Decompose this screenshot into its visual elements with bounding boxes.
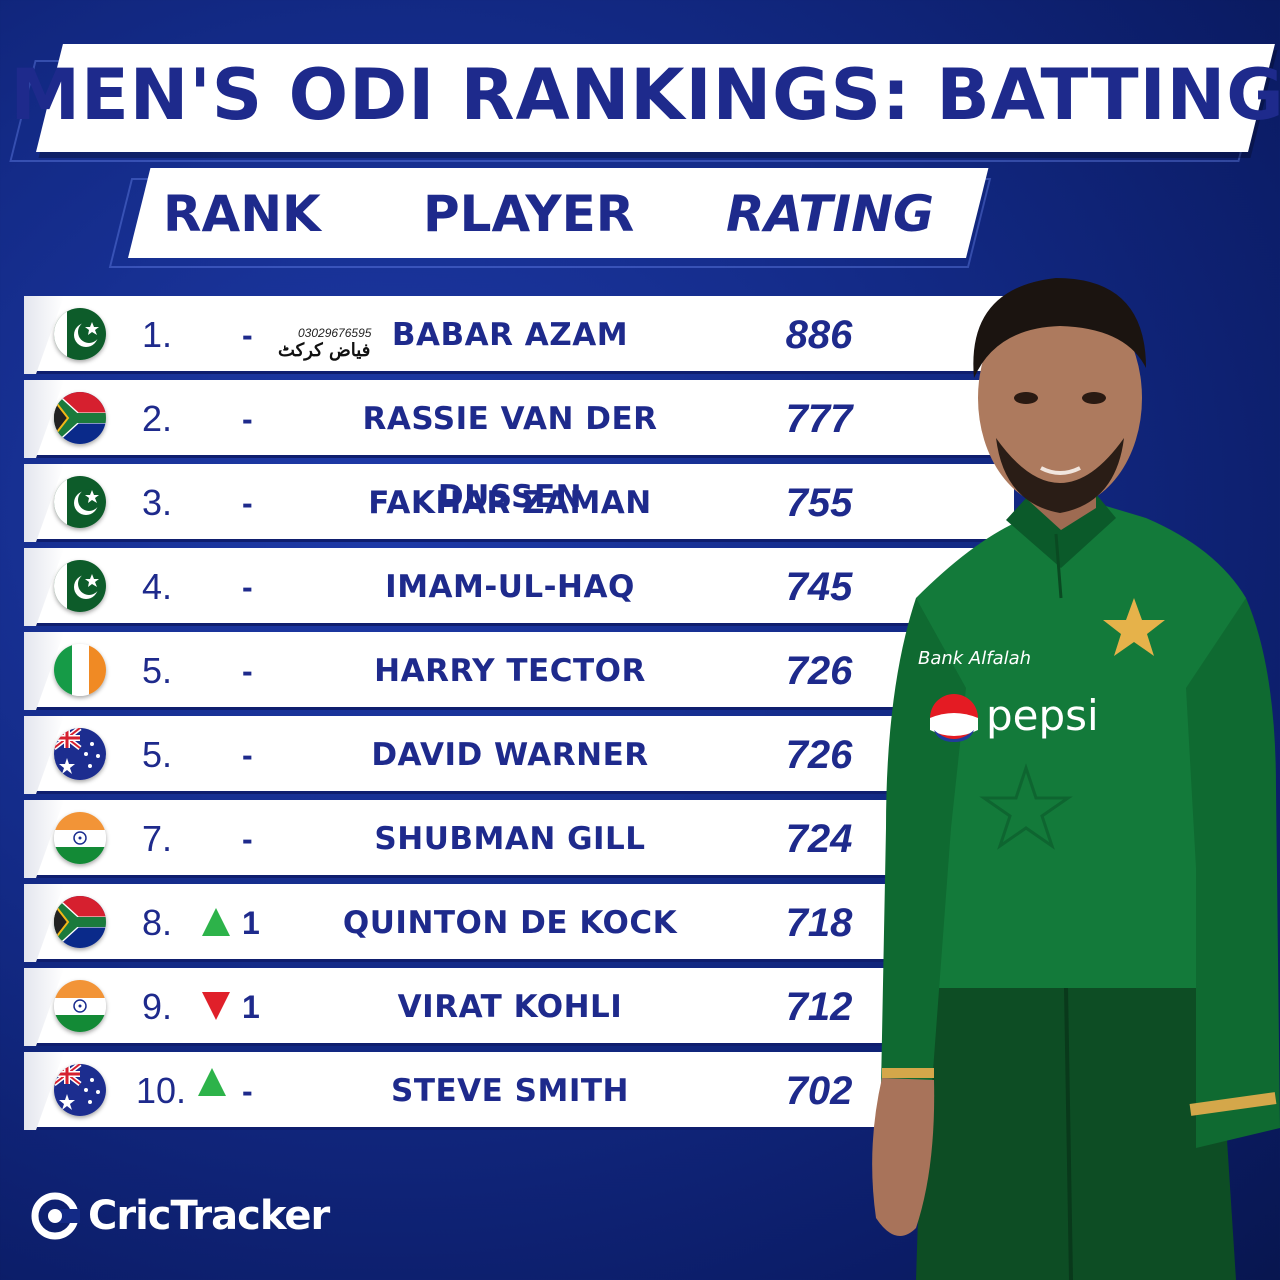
player-name: STEVE SMITH — [391, 1073, 629, 1109]
australia-flag-icon — [54, 728, 106, 780]
rank-number: 9. — [142, 986, 173, 1027]
rank-change: 1 — [242, 905, 260, 941]
south-africa-flag-icon — [54, 392, 106, 444]
player-rating: 886 — [785, 313, 853, 357]
page-title: MEN'S ODI RANKINGS: BATTING — [10, 54, 1280, 136]
rank-number: 2. — [142, 398, 173, 439]
rank-change: - — [242, 401, 253, 437]
crictracker-logo: CricTracker — [30, 1188, 330, 1244]
south-africa-flag-icon — [54, 896, 106, 948]
watermark-script: فیاض کرکٹ — [278, 340, 371, 361]
rank-change: 1 — [242, 989, 260, 1025]
player-name: RASSIE VAN DER DUSSEN — [362, 401, 658, 515]
rank-number: 5. — [142, 650, 173, 691]
table-row: 5. - HARRY TECTOR 726 — [24, 632, 954, 710]
table-row: 9. 1 VIRAT KOHLI 712 — [24, 968, 914, 1046]
player-name: IMAM-UL-HAQ — [385, 569, 635, 605]
player-name: HARRY TECTOR — [374, 653, 646, 689]
player-rating: 712 — [785, 985, 853, 1029]
player-photo: pepsi Bank Alfalah — [872, 278, 1280, 1280]
rank-number: 5. — [142, 734, 173, 775]
rank-number: 10. — [136, 1070, 187, 1111]
rank-change: - — [242, 653, 253, 689]
player-name: SHUBMAN GILL — [374, 821, 646, 857]
player-rating: 745 — [785, 565, 853, 609]
sponsor-chest-text: pepsi — [986, 691, 1099, 740]
player-rating: 726 — [785, 733, 853, 777]
watermark: 03029676595 فیاض کرکٹ — [278, 326, 398, 366]
rank-down-icon — [200, 990, 232, 1022]
rank-change: - — [242, 569, 253, 605]
rank-change: - — [242, 485, 253, 521]
sponsor-badge-text: Bank Alfalah — [918, 648, 1031, 669]
rank-up-icon — [200, 906, 232, 938]
table-row: 5. - DAVID WARNER 726 — [24, 716, 934, 794]
table-row: 4. - IMAM-UL-HAQ 745 — [24, 548, 994, 626]
table-row: 10. - STEVE SMITH 702 — [24, 1052, 934, 1130]
player-name: DAVID WARNER — [371, 737, 649, 773]
table-row: 3. - FAKHAR ZAMAN 755 — [24, 464, 1014, 542]
rank-change: - — [242, 821, 253, 857]
player-rating: 724 — [785, 817, 853, 861]
table-row: 8. 1 QUINTON DE KOCK 718 — [24, 884, 914, 962]
rank-number: 8. — [142, 902, 173, 943]
rank-number: 7. — [142, 818, 173, 859]
player-rating: 726 — [785, 649, 853, 693]
crictracker-logo-icon — [31, 1192, 80, 1240]
rank-number: 1. — [142, 314, 173, 355]
watermark-number: 03029676595 — [298, 326, 372, 340]
ireland-flag-icon — [54, 644, 106, 696]
player-rating: 777 — [785, 397, 853, 441]
rank-change: - — [242, 1073, 253, 1109]
rank-change: - — [242, 317, 253, 353]
rank-change: - — [242, 737, 253, 773]
logo-text: CricTracker — [88, 1193, 330, 1239]
table-row: 1. - BABAR AZAM 886 03029676595 فیاض کرکٹ — [24, 296, 1014, 374]
rank-number: 4. — [142, 566, 173, 607]
rank-up-icon — [196, 1066, 228, 1098]
player-rating: 702 — [785, 1069, 853, 1113]
player-name: BABAR AZAM — [391, 317, 629, 353]
header-rank: RANK — [163, 185, 321, 243]
pakistan-flag-icon — [54, 476, 106, 528]
player-rating: 755 — [785, 481, 853, 525]
player-rating: 718 — [785, 901, 853, 945]
table-row: 7. - SHUBMAN GILL 724 — [24, 800, 924, 878]
australia-flag-icon — [54, 1064, 106, 1116]
pakistan-flag-icon — [54, 308, 106, 360]
table-row: 2. - RASSIE VAN DER DUSSEN 777 — [24, 380, 1014, 515]
player-name: VIRAT KOHLI — [397, 989, 623, 1025]
india-flag-icon — [54, 812, 106, 864]
player-name: QUINTON DE KOCK — [342, 905, 678, 941]
player-name: FAKHAR ZAMAN — [368, 485, 652, 521]
pakistan-flag-icon — [54, 560, 106, 612]
india-flag-icon — [54, 980, 106, 1032]
header-rating: RATING — [726, 185, 935, 243]
header-player: PLAYER — [423, 185, 635, 243]
rank-number: 3. — [142, 482, 173, 523]
